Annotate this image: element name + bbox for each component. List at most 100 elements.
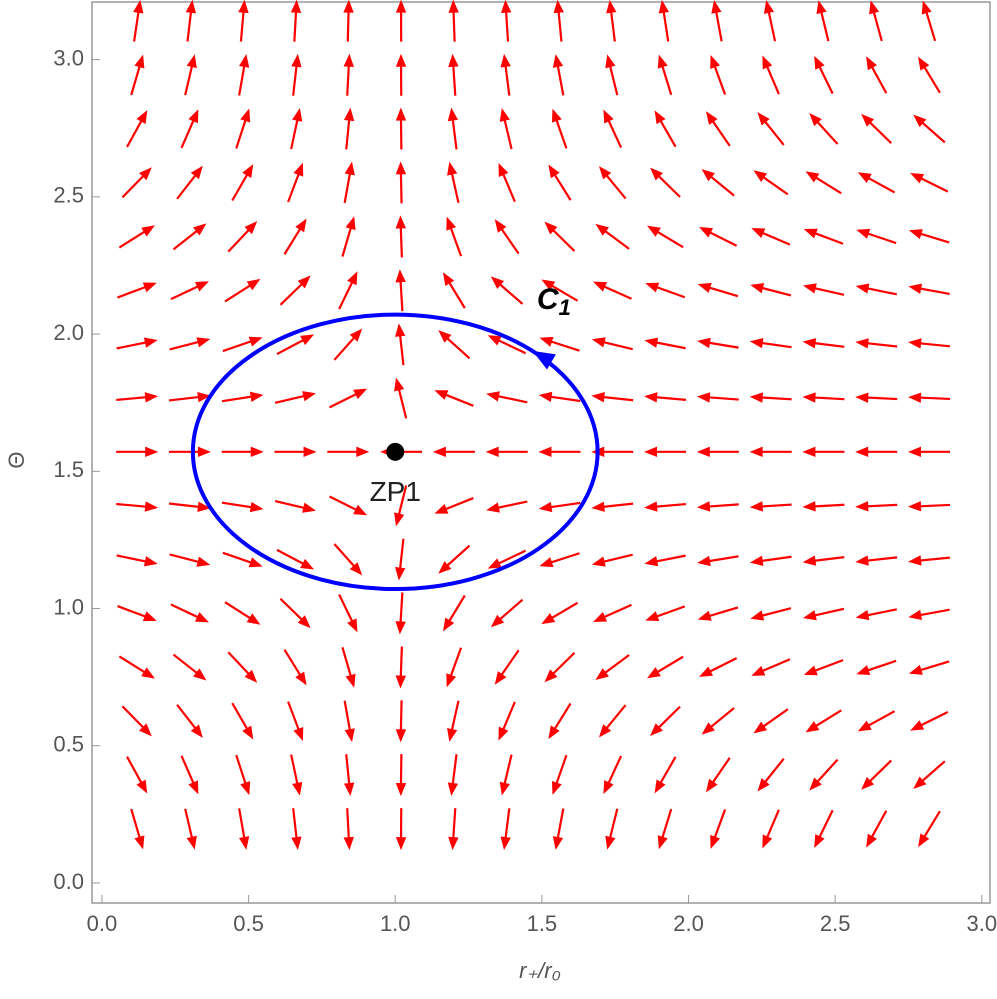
arrow-shaft	[600, 555, 633, 563]
vector-arrow	[909, 661, 949, 674]
arrow-head	[240, 109, 250, 123]
vector-arrow	[127, 757, 147, 794]
arrow-head	[595, 668, 609, 680]
vector-arrow	[806, 171, 842, 193]
y-tick-label: 1.5	[53, 457, 84, 482]
arrow-head	[539, 337, 553, 347]
vector-arrow	[538, 447, 580, 457]
vector-arrow	[396, 108, 406, 150]
vector-arrow	[866, 811, 886, 848]
arrow-head	[347, 271, 357, 285]
vector-arrow	[855, 392, 897, 402]
arrow-head	[394, 512, 404, 526]
arrow-shaft	[818, 63, 833, 94]
vector-arrow	[650, 168, 680, 197]
arrow-head	[499, 163, 509, 177]
arrow-shaft	[656, 173, 680, 197]
arrow-head	[858, 721, 872, 732]
arrow-shaft	[706, 231, 736, 246]
arrow-shaft	[818, 810, 833, 841]
vector-arrow	[291, 108, 302, 149]
arrow-shaft	[291, 755, 298, 788]
arrow-head	[300, 334, 314, 345]
arrow-shaft	[504, 116, 512, 149]
arrow-head	[804, 229, 818, 239]
arrow-shaft	[347, 62, 349, 96]
vector-arrow	[697, 501, 739, 511]
arrow-shaft	[188, 8, 192, 42]
arrow-head	[396, 215, 406, 228]
arrow-head	[247, 613, 261, 624]
arrow-shaft	[497, 600, 523, 622]
vector-arrow	[339, 271, 357, 309]
arrow-head	[486, 502, 500, 512]
arrow-shaft	[451, 701, 458, 734]
vector-arrow	[171, 605, 209, 623]
vector-arrow	[118, 606, 157, 621]
contour-label-sub: 1	[559, 295, 571, 320]
arrow-shaft	[661, 62, 671, 95]
arrow-shaft	[127, 757, 143, 787]
arrow-head	[304, 447, 317, 457]
arrow-shaft	[449, 224, 461, 256]
vector-arrow	[288, 702, 303, 741]
arrow-shaft	[705, 397, 739, 399]
vector-arrow	[762, 55, 778, 94]
arrow-shaft	[444, 336, 469, 359]
arrow-shaft	[334, 335, 357, 360]
vector-arrow	[913, 761, 945, 789]
arrow-shaft	[122, 173, 146, 197]
vector-arrow	[603, 756, 621, 794]
arrow-head	[751, 228, 765, 238]
arrow-head	[539, 557, 553, 567]
vector-arrow	[599, 705, 626, 737]
vector-arrow	[816, 0, 828, 41]
arrow-shaft	[811, 609, 844, 616]
vector-arrow	[236, 755, 250, 795]
vector-arrow	[802, 392, 844, 402]
arrow-head	[356, 447, 369, 457]
arrow-head	[395, 323, 405, 336]
vector-arrow	[446, 648, 461, 687]
arrow-head	[593, 282, 607, 292]
vector-arrow	[448, 0, 458, 42]
arrow-shaft	[222, 503, 256, 508]
arrow-head	[242, 726, 253, 740]
vector-arrow	[501, 54, 511, 96]
arrow-shaft	[604, 705, 626, 731]
arrow-head	[644, 392, 657, 402]
arrow-head	[495, 671, 507, 685]
arrow-head	[195, 281, 209, 291]
vector-arrow	[908, 555, 950, 565]
arrow-shaft	[760, 709, 788, 729]
arrow-shaft	[547, 396, 581, 401]
arrow-head	[855, 392, 868, 402]
vector-arrow	[750, 392, 792, 402]
arrow-head	[552, 781, 562, 795]
vector-arrow	[856, 283, 897, 294]
vector-arrow	[803, 609, 844, 620]
arrow-head	[855, 501, 868, 511]
arrow-shaft	[277, 338, 307, 354]
arrow-shaft	[812, 175, 841, 193]
vector-arrow	[288, 163, 303, 202]
y-tick-label: 2.0	[53, 320, 84, 345]
arrow-shaft	[654, 230, 683, 247]
vector-arrow	[222, 447, 264, 457]
arrow-head	[647, 667, 661, 678]
arrow-shaft	[553, 171, 571, 200]
vector-arrow	[438, 330, 469, 358]
arrow-shaft	[656, 707, 680, 731]
arrow-head	[143, 282, 157, 292]
vector-arrow	[658, 55, 671, 95]
arrow-head	[855, 555, 868, 565]
arrow-shaft	[449, 648, 461, 680]
vector-arrow	[750, 283, 791, 295]
arrow-shaft	[239, 808, 245, 842]
arrow-head	[396, 54, 406, 67]
arrow-shaft	[453, 8, 454, 42]
arrow-shaft	[710, 118, 729, 146]
arrow-shaft	[505, 808, 509, 842]
arrow-shaft	[504, 755, 512, 788]
vector-arrow	[396, 54, 406, 96]
